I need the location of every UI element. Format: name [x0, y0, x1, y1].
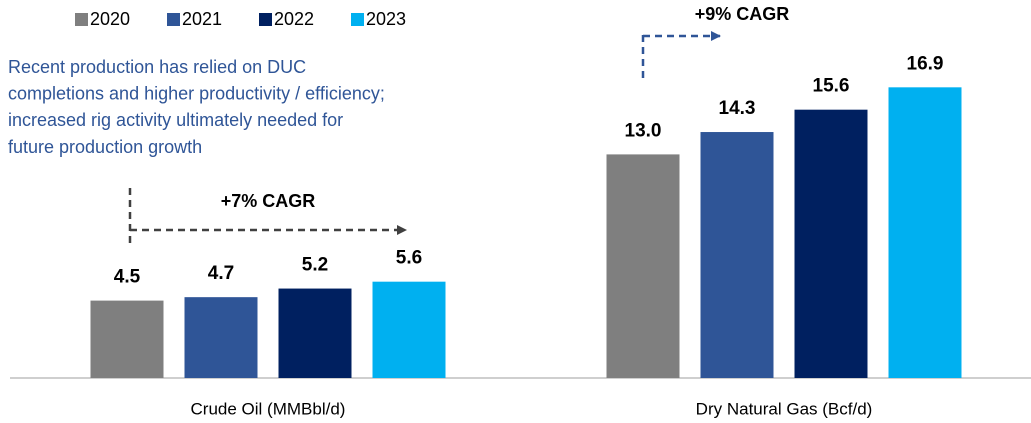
legend-swatch: [75, 13, 88, 26]
note: completions and higher productivity / ef…: [8, 83, 385, 103]
annotation: +7% CAGR: [221, 191, 316, 211]
legend-label: 2022: [274, 9, 314, 29]
annotation: +9% CAGR: [695, 4, 790, 24]
x-tick-label: Dry Natural Gas (Bcf/d): [696, 399, 873, 418]
bar: [794, 109, 868, 379]
value-label: 13.0: [625, 120, 662, 141]
value-label: 4.5: [114, 267, 141, 288]
legend-label: 2023: [366, 9, 406, 29]
value-label: 4.7: [208, 263, 234, 284]
value-label: 14.3: [719, 98, 756, 119]
bar: [184, 297, 258, 378]
bar: [888, 87, 962, 378]
value-label: 16.9: [907, 53, 944, 74]
bar: [700, 132, 774, 378]
legend-label: 2020: [90, 9, 130, 29]
bar: [90, 300, 164, 378]
legend-swatch: [259, 13, 272, 26]
bar: [278, 288, 352, 378]
note: Recent production has relied on DUC: [8, 57, 306, 77]
bar: [372, 281, 446, 378]
legend-swatch: [351, 13, 364, 26]
value-label: 5.2: [302, 255, 328, 276]
cagr-arrow: [128, 188, 406, 245]
note: increased rig activity ultimately needed…: [8, 110, 343, 130]
x-tick-label: Crude Oil (MMBbl/d): [191, 399, 346, 418]
bar: [606, 154, 680, 378]
value-label: 15.6: [813, 76, 850, 97]
value-label: 5.6: [396, 248, 422, 269]
legend-swatch: [167, 13, 180, 26]
note: future production growth: [8, 137, 202, 157]
legend-label: 2021: [182, 9, 222, 29]
cagr-arrow: [641, 30, 720, 78]
